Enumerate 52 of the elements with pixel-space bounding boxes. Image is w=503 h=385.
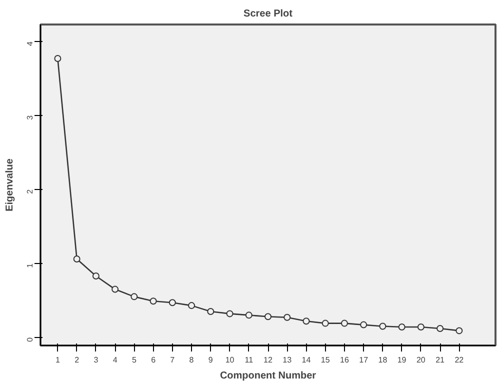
y-tick-label: 4 [26, 40, 34, 46]
point [188, 302, 196, 310]
x-tick-label: 7 [170, 356, 176, 364]
y-tick-label: 3 [26, 114, 34, 120]
x-tick-label: 9 [208, 356, 214, 364]
point [54, 55, 62, 62]
y-tick-label: 0 [26, 336, 34, 342]
point [322, 320, 329, 327]
point [112, 286, 119, 293]
point [360, 321, 368, 328]
point [340, 320, 348, 327]
y-tick-label: 1 [26, 262, 34, 268]
point [436, 324, 444, 332]
x-axis-title: Component Number [220, 370, 316, 382]
point [130, 293, 138, 300]
point [73, 255, 80, 262]
point [284, 314, 291, 321]
x-tick-label: 10 [225, 356, 235, 364]
x-tick-label: 15 [320, 356, 330, 364]
x-tick-label: 4 [112, 356, 118, 364]
x-tick-label: 3 [94, 356, 99, 364]
point [398, 324, 406, 331]
x-tick-label: 16 [340, 356, 350, 364]
point [264, 313, 272, 320]
point [456, 327, 463, 334]
point [302, 318, 310, 325]
point [245, 312, 252, 319]
x-tick-label: 17 [359, 356, 369, 364]
point [417, 324, 424, 331]
x-tick-label: 14 [302, 356, 312, 364]
x-tick-label: 8 [189, 356, 194, 364]
x-tick-label: 2 [74, 356, 80, 364]
x-tick-label: 20 [416, 356, 426, 364]
point [92, 272, 100, 280]
chart-title: Scree Plot [244, 8, 294, 20]
point [379, 322, 386, 330]
x-tick-label: 12 [264, 356, 273, 364]
x-tick-label: 18 [378, 356, 388, 364]
x-tick-label: 21 [436, 356, 446, 364]
x-tick-label: 13 [282, 356, 292, 364]
y-axis-title: Eigenvalue [4, 158, 16, 212]
x-tick-label: 5 [132, 356, 137, 364]
x-tick-label: 22 [454, 356, 464, 364]
point [207, 308, 214, 315]
point [168, 299, 176, 306]
x-tick-label: 1 [55, 356, 60, 364]
x-tick-label: 11 [244, 356, 254, 364]
y-tick-label: 2 [26, 188, 34, 194]
x-tick-label: 19 [397, 356, 407, 364]
point [226, 310, 234, 318]
x-tick-label: 6 [151, 356, 156, 364]
point [150, 298, 157, 305]
